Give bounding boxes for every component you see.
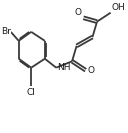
Text: OH: OH — [111, 3, 125, 12]
Text: O: O — [74, 8, 81, 17]
Text: NH: NH — [57, 63, 71, 72]
Text: Br: Br — [1, 27, 11, 36]
Text: Cl: Cl — [27, 88, 36, 97]
Text: O: O — [88, 66, 95, 75]
